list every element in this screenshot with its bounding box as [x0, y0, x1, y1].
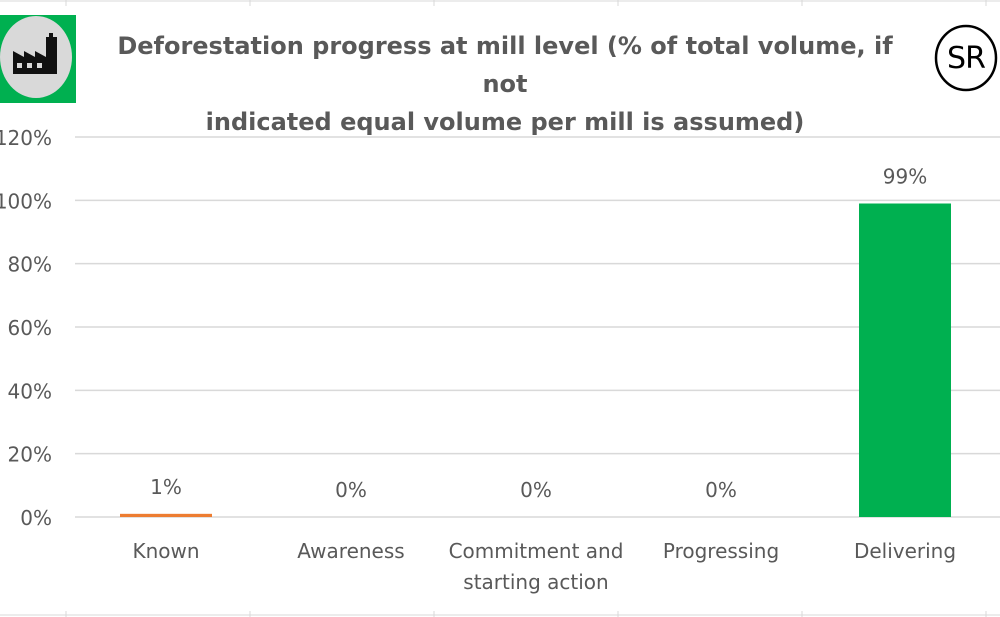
y-tick-label: 80% [8, 253, 52, 277]
x-category-label: Awareness [297, 539, 404, 563]
x-category-label: starting action [463, 570, 608, 594]
gridlines [75, 136, 1000, 518]
sr-badge: SR [933, 23, 999, 93]
chart-title-line-1: Deforestation progress at mill level (% … [117, 32, 893, 98]
x-category-label: Progressing [663, 539, 779, 563]
y-tick-label: 60% [8, 316, 52, 340]
data-label: 0% [705, 478, 737, 502]
factory-logo [0, 15, 76, 103]
y-tick-label: 100% [0, 189, 52, 213]
chart-title-line-2: indicated equal volume per mill is assum… [205, 108, 805, 136]
data-labels: 1% 0% 0% 0% 99% [150, 165, 927, 503]
data-label: 1% [150, 475, 182, 499]
y-tick-label: 40% [8, 379, 52, 403]
y-tick-label: 0% [20, 506, 52, 530]
factory-icon [0, 16, 72, 98]
data-label: 0% [335, 478, 367, 502]
bar [120, 513, 212, 517]
x-category-label: Delivering [854, 539, 956, 563]
bar [859, 203, 951, 517]
y-axis-ticks: 0% 20% 40% 60% 80% 100% 120% [0, 126, 52, 530]
x-category-label: Commitment and [449, 539, 624, 563]
chart-title: Deforestation progress at mill level (% … [95, 27, 915, 141]
y-tick-label: 20% [8, 443, 52, 467]
data-label: 0% [520, 478, 552, 502]
bars [120, 203, 951, 517]
data-label: 99% [883, 165, 927, 189]
x-axis-categories: Known Awareness Commitment and starting act… [132, 539, 956, 594]
y-tick-label: 120% [0, 126, 52, 150]
sr-badge-text: SR [947, 40, 986, 76]
x-category-label: Known [132, 539, 199, 563]
sr-badge-circle [934, 24, 998, 92]
